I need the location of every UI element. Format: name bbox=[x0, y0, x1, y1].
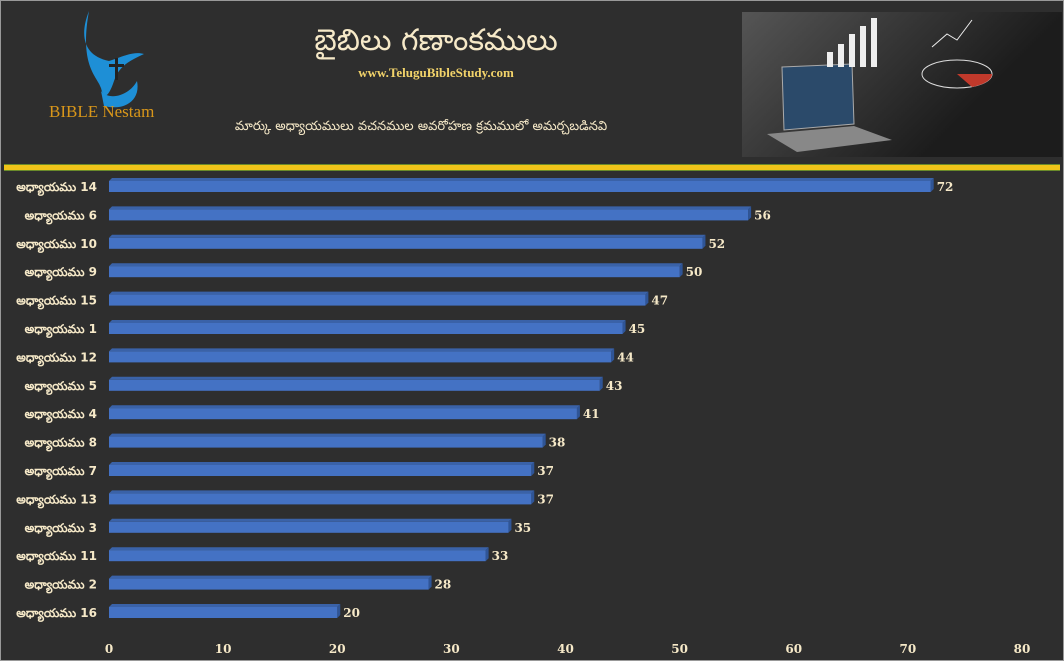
bar-top bbox=[109, 234, 706, 238]
bar-side bbox=[428, 575, 432, 590]
category-label: అధ్యాయము 11 bbox=[16, 549, 97, 565]
data-label: 45 bbox=[629, 322, 646, 336]
bar-top bbox=[109, 291, 649, 295]
bar bbox=[109, 436, 543, 448]
data-label: 33 bbox=[492, 549, 509, 563]
category-label: అధ్యాయము 10 bbox=[16, 237, 97, 253]
divider-line bbox=[4, 164, 1060, 171]
category-label: అధ్యాయము 4 bbox=[25, 407, 97, 423]
bar-side bbox=[508, 518, 512, 533]
x-tick-label: 20 bbox=[329, 642, 346, 656]
bar-top bbox=[109, 604, 341, 607]
category-label: అధ్యాయము 16 bbox=[16, 606, 97, 622]
laptop-charts-image bbox=[742, 12, 1062, 157]
data-label: 37 bbox=[537, 464, 554, 478]
category-label: అధ్యాయము 9 bbox=[25, 265, 97, 281]
bar bbox=[109, 607, 338, 618]
bar bbox=[109, 465, 532, 476]
x-tick-label: 30 bbox=[443, 642, 460, 656]
bar bbox=[109, 323, 623, 334]
bar-side bbox=[645, 291, 649, 306]
bar-top bbox=[109, 433, 546, 437]
bar-top bbox=[109, 376, 603, 380]
data-label: 41 bbox=[583, 407, 600, 421]
bar-top bbox=[109, 547, 489, 551]
bar-top bbox=[109, 178, 934, 181]
page-title: బైబిలు గణాంకములు bbox=[314, 23, 558, 58]
bar-side bbox=[599, 376, 603, 391]
brand-name: BIBLE Nestam bbox=[49, 102, 155, 121]
bar-top bbox=[109, 405, 580, 409]
category-label: అధ్యాయము 3 bbox=[25, 521, 97, 537]
bar bbox=[109, 379, 600, 391]
bar-side bbox=[702, 234, 706, 249]
bar bbox=[109, 521, 509, 533]
category-label: అధ్యాయము 8 bbox=[25, 436, 97, 452]
x-tick-label: 60 bbox=[785, 642, 802, 656]
laptop-icon bbox=[767, 18, 993, 152]
bar-side bbox=[622, 320, 626, 334]
data-label: 56 bbox=[754, 208, 771, 222]
website-link[interactable]: www.TeluguBibleStudy.com bbox=[358, 65, 514, 80]
data-label: 20 bbox=[343, 606, 360, 620]
data-label: 38 bbox=[549, 436, 566, 450]
bar-side bbox=[337, 604, 341, 618]
bar bbox=[109, 351, 612, 363]
data-label: 35 bbox=[514, 521, 531, 535]
category-label: అధ్యాయము 7 bbox=[25, 464, 97, 480]
category-label: అధ్యాయము 5 bbox=[25, 379, 97, 395]
bar-side bbox=[531, 462, 535, 476]
x-tick-label: 70 bbox=[900, 642, 917, 656]
x-tick-label: 50 bbox=[671, 642, 688, 656]
data-label: 44 bbox=[617, 350, 634, 364]
bar-side bbox=[531, 490, 535, 505]
category-label: అధ్యాయము 14 bbox=[16, 180, 97, 196]
bar-top bbox=[109, 348, 615, 352]
bar-top bbox=[109, 206, 752, 210]
bar bbox=[109, 266, 680, 278]
bar-top bbox=[109, 320, 626, 323]
bar-top bbox=[109, 575, 432, 579]
category-label: అధ్యాయము 13 bbox=[16, 492, 97, 508]
bar bbox=[109, 209, 749, 221]
bar-top bbox=[109, 490, 535, 494]
bar-side bbox=[542, 433, 546, 448]
bar-top bbox=[109, 462, 535, 465]
bar bbox=[109, 578, 429, 590]
category-label: అధ్యాయము 15 bbox=[16, 294, 97, 310]
dove-logo-icon bbox=[84, 11, 144, 108]
bar bbox=[109, 237, 703, 249]
x-tick-label: 10 bbox=[215, 642, 232, 656]
bar-top bbox=[109, 518, 512, 522]
data-label: 72 bbox=[937, 180, 954, 194]
bar-side bbox=[485, 547, 489, 562]
bar-side bbox=[679, 263, 683, 278]
data-label: 28 bbox=[435, 578, 452, 592]
data-label: 37 bbox=[537, 492, 554, 506]
x-tick-label: 0 bbox=[105, 642, 113, 656]
bar-side bbox=[576, 405, 580, 420]
category-label: అధ్యాయము 12 bbox=[16, 350, 97, 366]
category-label: అధ్యాయము 6 bbox=[25, 208, 97, 224]
data-label: 47 bbox=[651, 294, 668, 308]
data-label: 52 bbox=[708, 237, 725, 251]
bar bbox=[109, 181, 931, 192]
category-label: అధ్యాయము 1 bbox=[25, 322, 97, 338]
data-label: 43 bbox=[606, 379, 623, 393]
bar-side bbox=[748, 206, 752, 221]
bar-side bbox=[611, 348, 615, 363]
x-tick-label: 40 bbox=[557, 642, 574, 656]
bar bbox=[109, 408, 577, 420]
bar-top bbox=[109, 263, 683, 267]
category-label: అధ్యాయము 2 bbox=[25, 578, 97, 594]
bar bbox=[109, 550, 486, 562]
chart-subtitle: మార్కు అధ్యాయములు వచనముల అవరోహణ క్రమములో… bbox=[234, 119, 608, 134]
bar-side bbox=[930, 178, 934, 192]
bar bbox=[109, 493, 532, 505]
bar bbox=[109, 294, 646, 306]
data-label: 50 bbox=[686, 265, 703, 279]
x-tick-label: 80 bbox=[1014, 642, 1031, 656]
